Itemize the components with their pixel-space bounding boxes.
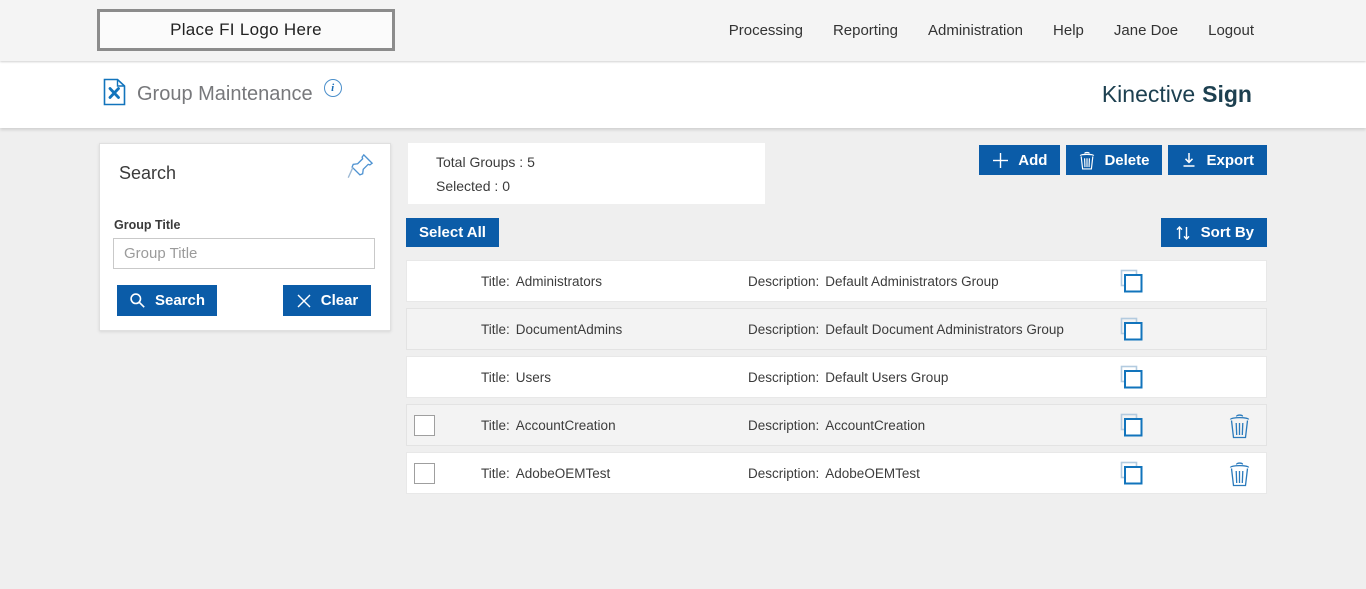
row-description: Description: AdobeOEMTest [748,466,920,481]
row-title: Title: Users [481,370,552,385]
clear-x-icon [297,294,311,307]
search-panel: Search Group Title Search Clear [99,143,391,331]
row-description: Description: Default Administrators Group [748,274,999,289]
copy-icon[interactable] [1117,268,1143,300]
copy-icon[interactable] [1117,412,1143,444]
group-title-input[interactable] [113,238,375,269]
sort-by-button[interactable]: Sort By [1160,218,1267,247]
plus-icon [993,152,1009,168]
selected-value: 0 [502,178,511,194]
summary-box: Total Groups :5 Selected :0 [408,143,765,204]
nav-administration[interactable]: Administration [927,22,1024,39]
download-icon [1183,153,1195,167]
action-toolbar: Add Delete Export [979,145,1267,175]
page-header: Group Maintenance i Kinective Sign [0,61,1366,128]
brand-name: Kinective [1101,81,1196,107]
page-title: Group Maintenance [137,83,313,105]
table-row: Title: AccountCreation Description: Accoun… [406,404,1267,446]
row-title: Title: DocumentAdmins [481,322,623,337]
fi-logo-placeholder: Place FI Logo Here [97,9,395,51]
nav-reporting[interactable]: Reporting [832,22,898,39]
selected-label: Selected : [436,178,499,194]
export-button[interactable]: Export [1168,145,1267,175]
row-description: Description: AccountCreation [748,418,926,433]
row-title: Title: Administrators [481,274,603,289]
info-icon[interactable]: i [323,78,342,97]
sort-arrows-icon [1176,225,1190,240]
search-panel-title: Search [119,163,177,183]
brand-logo: Kinective Sign [1102,61,1252,128]
groups-list: Title: Administrators Description: Default… [406,260,1267,500]
delete-row-icon[interactable] [1229,461,1250,492]
copy-icon[interactable] [1117,316,1143,348]
group-maintenance-icon [103,78,126,111]
clear-button[interactable]: Clear [283,285,371,316]
copy-icon[interactable] [1117,460,1143,492]
table-row: Title: AdobeOEMTest Description: AdobeOEMT… [406,452,1267,494]
row-checkbox[interactable] [414,463,435,484]
top-nav: Processing Reporting Administration Help… [729,0,1254,61]
copy-icon[interactable] [1117,364,1143,396]
trash-icon [1080,151,1095,169]
fi-logo-text: Place FI Logo Here [170,20,322,39]
table-row: Title: Users Description: Default Users Gr… [406,356,1267,398]
nav-processing[interactable]: Processing [728,22,803,39]
table-row: Title: Administrators Description: Default… [406,260,1267,302]
table-row: Title: DocumentAdmins Description: Default… [406,308,1267,350]
nav-logout[interactable]: Logout [1208,22,1254,39]
row-title: Title: AccountCreation [481,418,616,433]
pin-icon[interactable] [346,151,376,186]
row-checkbox[interactable] [414,415,435,436]
row-title: Title: AdobeOEMTest [481,466,611,481]
total-groups-value: 5 [527,154,535,170]
total-groups-label: Total Groups : [436,154,524,170]
nav-help[interactable]: Help [1053,22,1084,39]
brand-product: Sign [1202,81,1252,107]
row-description: Description: Default Document Administrat… [748,322,1064,337]
top-bar: Place FI Logo Here Processing Reporting … [0,0,1366,61]
delete-row-icon[interactable] [1229,413,1250,444]
group-title-label: Group Title [114,218,181,232]
search-icon [130,293,145,308]
row-description: Description: Default Users Group [748,370,949,385]
delete-button[interactable]: Delete [1066,145,1163,175]
nav-user-jane-doe[interactable]: Jane Doe [1113,22,1179,39]
select-all-button[interactable]: Select All [406,218,499,247]
search-button[interactable]: Search [117,285,217,316]
add-button[interactable]: Add [979,145,1061,175]
